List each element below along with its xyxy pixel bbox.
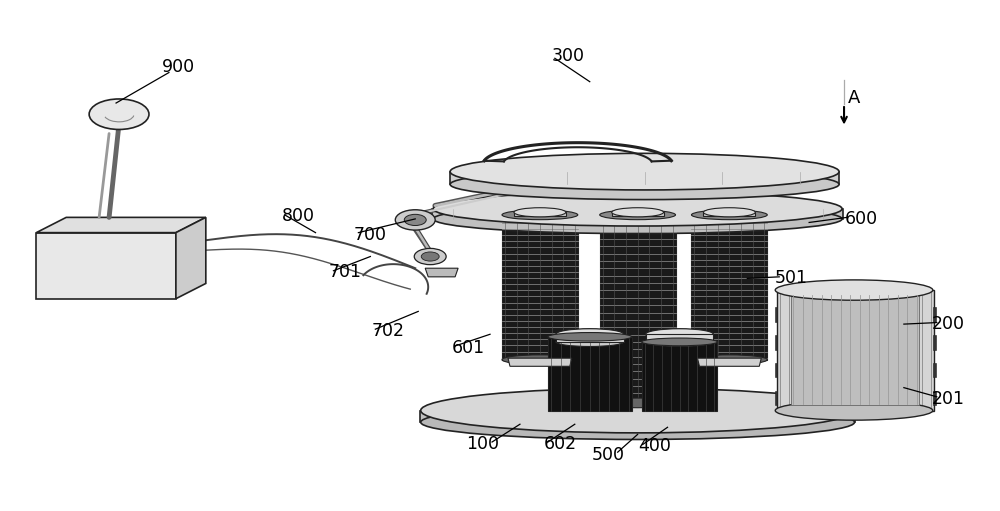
Polygon shape	[548, 337, 632, 410]
Polygon shape	[176, 217, 206, 299]
Polygon shape	[775, 307, 777, 321]
Polygon shape	[691, 215, 767, 360]
Polygon shape	[775, 363, 777, 378]
Ellipse shape	[421, 388, 855, 433]
Ellipse shape	[691, 210, 767, 220]
Text: 300: 300	[551, 48, 584, 65]
Ellipse shape	[502, 355, 578, 364]
Text: 900: 900	[162, 58, 195, 77]
Ellipse shape	[646, 329, 713, 340]
Ellipse shape	[691, 355, 767, 364]
Ellipse shape	[556, 329, 624, 340]
Ellipse shape	[646, 337, 713, 346]
Polygon shape	[646, 334, 713, 342]
Ellipse shape	[703, 208, 755, 217]
Ellipse shape	[600, 210, 676, 220]
Polygon shape	[703, 212, 755, 216]
Polygon shape	[36, 233, 176, 299]
Ellipse shape	[775, 280, 933, 300]
Polygon shape	[36, 217, 206, 233]
Circle shape	[421, 252, 439, 261]
Polygon shape	[775, 391, 777, 405]
Polygon shape	[791, 294, 919, 405]
Circle shape	[414, 248, 446, 265]
Ellipse shape	[556, 337, 624, 346]
Ellipse shape	[433, 204, 842, 234]
Polygon shape	[642, 342, 717, 410]
Text: 602: 602	[543, 434, 576, 453]
Polygon shape	[432, 209, 843, 219]
Polygon shape	[777, 290, 934, 410]
Polygon shape	[697, 358, 761, 366]
Polygon shape	[508, 358, 572, 366]
Ellipse shape	[775, 401, 933, 420]
Ellipse shape	[642, 338, 717, 346]
Ellipse shape	[421, 405, 855, 439]
Text: 800: 800	[282, 207, 315, 225]
Text: 702: 702	[372, 322, 405, 340]
Ellipse shape	[612, 208, 664, 217]
Polygon shape	[425, 268, 458, 277]
Ellipse shape	[450, 153, 839, 190]
Polygon shape	[933, 391, 936, 405]
Circle shape	[395, 210, 435, 230]
Polygon shape	[600, 215, 676, 403]
Text: 601: 601	[452, 339, 485, 357]
Text: 201: 201	[932, 390, 965, 408]
Text: 600: 600	[844, 210, 878, 228]
Polygon shape	[933, 307, 936, 321]
Text: 400: 400	[638, 437, 671, 455]
Polygon shape	[420, 410, 855, 422]
Polygon shape	[933, 335, 936, 350]
Ellipse shape	[450, 169, 839, 200]
Polygon shape	[502, 215, 578, 360]
Polygon shape	[612, 212, 664, 216]
Ellipse shape	[514, 208, 566, 217]
Polygon shape	[556, 334, 624, 342]
Ellipse shape	[600, 398, 676, 408]
Ellipse shape	[548, 333, 632, 341]
Ellipse shape	[502, 210, 578, 220]
Ellipse shape	[433, 192, 842, 226]
Text: 500: 500	[591, 446, 624, 463]
Polygon shape	[450, 172, 839, 184]
Text: 701: 701	[329, 263, 362, 281]
Polygon shape	[933, 363, 936, 378]
Polygon shape	[514, 212, 566, 216]
Text: 200: 200	[932, 315, 965, 333]
Circle shape	[89, 99, 149, 129]
Text: 700: 700	[354, 226, 387, 244]
Text: A: A	[848, 89, 860, 107]
Text: 501: 501	[775, 269, 808, 287]
Circle shape	[404, 214, 426, 225]
Polygon shape	[775, 335, 777, 350]
Text: 100: 100	[467, 434, 500, 453]
